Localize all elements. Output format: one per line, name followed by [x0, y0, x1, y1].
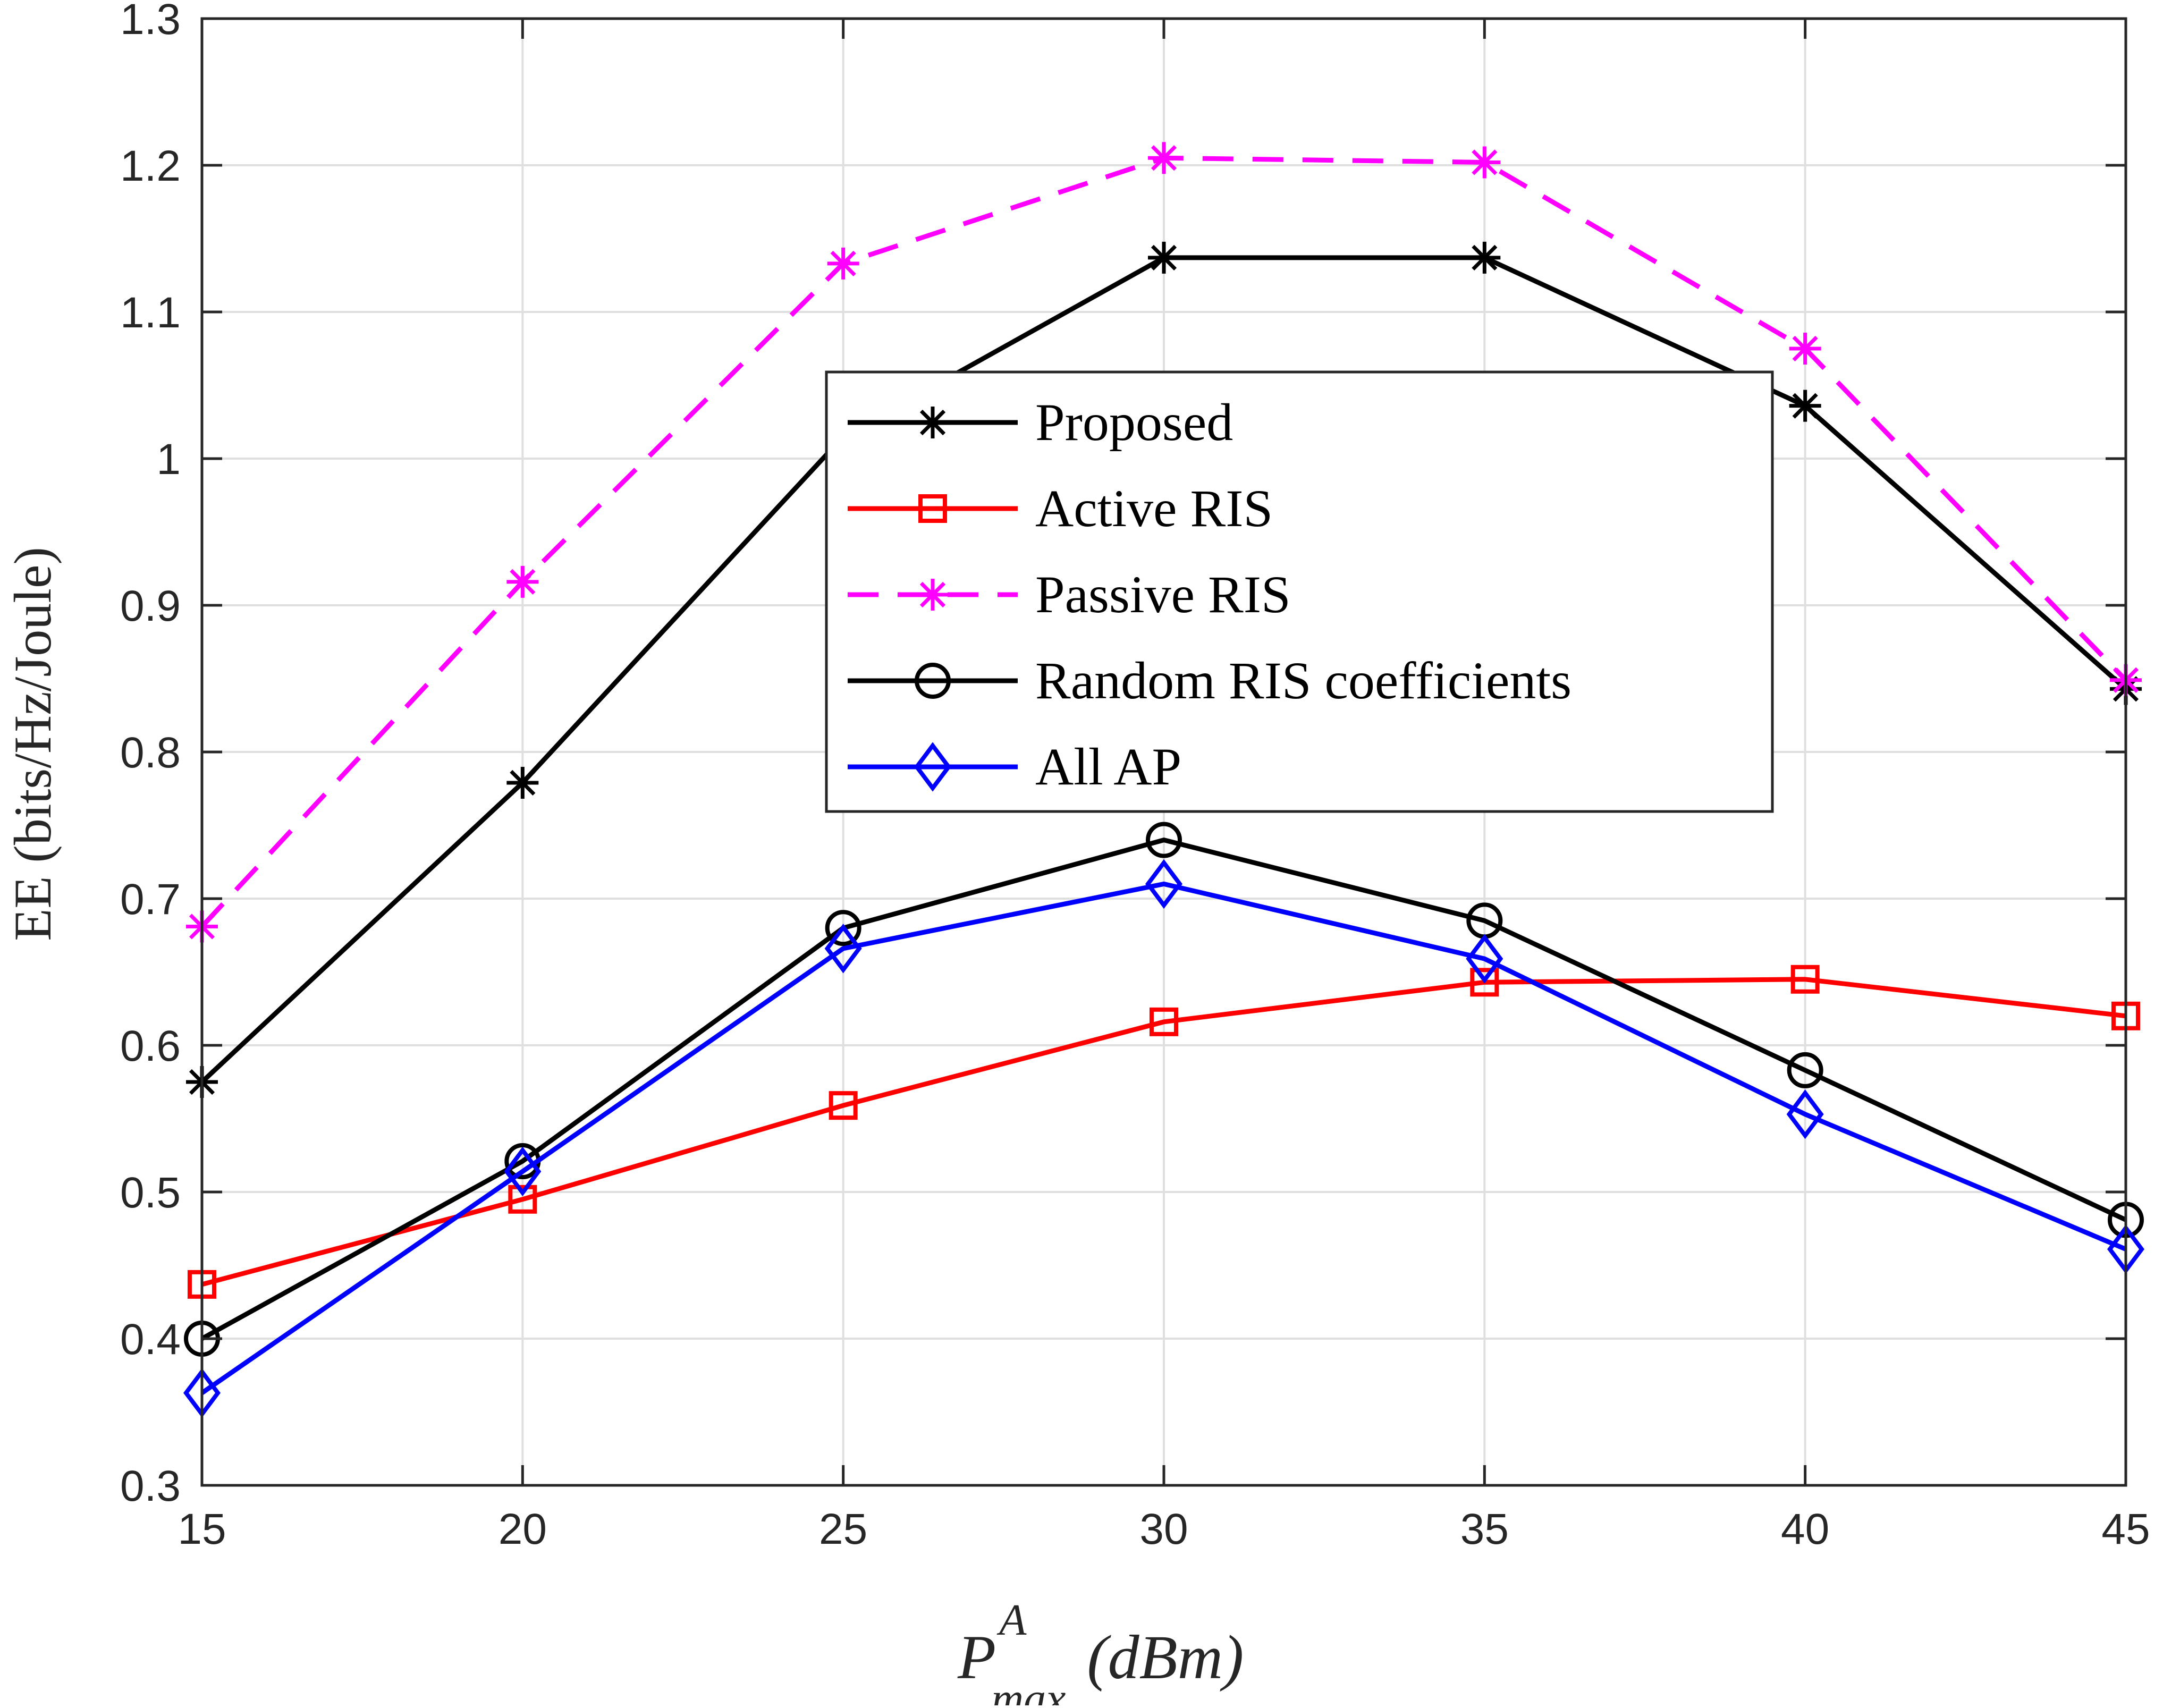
series-line [201, 977, 2126, 1287]
data-point [1466, 934, 1503, 984]
legend-entry: Proposed [848, 393, 1233, 452]
data-point [1150, 1007, 1178, 1036]
legend-marker [918, 494, 947, 523]
y-tick-label: 1.1 [120, 289, 181, 337]
legend-label: Active RIS [1035, 479, 1273, 538]
y-tick-label: 0.4 [120, 1315, 181, 1364]
legend-label: All AP [1035, 737, 1181, 796]
legend-marker [917, 407, 949, 438]
x-tick-label: 45 [2101, 1505, 2150, 1553]
legend-marker [915, 663, 951, 699]
x-tick-label: 25 [819, 1505, 867, 1553]
y-tick-label: 0.6 [120, 1022, 181, 1070]
series-all-ap [183, 859, 2144, 1418]
data-point [1148, 241, 1180, 274]
y-tick-label: 0.3 [120, 1462, 181, 1510]
data-point [824, 924, 862, 974]
data-point [506, 565, 539, 598]
data-point [1468, 241, 1501, 274]
legend-label: Proposed [1035, 393, 1233, 452]
series-line [200, 881, 2127, 1395]
data-point [1470, 968, 1499, 997]
legend-box [825, 370, 1774, 813]
data-point [1148, 142, 1180, 174]
legend-entry: Active RIS [848, 479, 1273, 538]
y-axis-label: EE (bits/Hz/Joule) [3, 547, 62, 941]
y-tick-label: 1.3 [120, 0, 181, 44]
data-point [1786, 1089, 1824, 1139]
y-tick-label: 1 [156, 435, 181, 484]
legend-entry: Random RIS coefficients [848, 651, 1571, 710]
x-axis-label-unit: (dBm) [1087, 1622, 1244, 1692]
x-tick-label: 15 [178, 1505, 226, 1553]
series-line [200, 838, 2127, 1341]
data-point [1468, 146, 1501, 179]
y-tick-label: 0.5 [120, 1169, 181, 1217]
legend-label: Passive RIS [1035, 565, 1291, 624]
legend-label: Random RIS coefficients [1035, 651, 1571, 710]
data-point [1787, 1052, 1823, 1088]
data-point [825, 910, 861, 946]
data-point [1790, 965, 1820, 994]
x-axis-label: PA max (dBm) [957, 1595, 1244, 1705]
x-axis-label-subscript: max [991, 1674, 1066, 1705]
data-point [829, 1091, 858, 1120]
x-tick-label: 20 [498, 1505, 547, 1553]
y-tick-label: 0.8 [120, 729, 181, 777]
x-axis-label-superscript: A [996, 1595, 1027, 1645]
data-point [1789, 333, 1821, 365]
legend-marker [917, 579, 949, 611]
x-tick-label: 40 [1781, 1505, 1829, 1553]
x-tick-label: 35 [1460, 1505, 1509, 1553]
y-tick-label: 0.9 [120, 582, 181, 630]
data-point [504, 1146, 542, 1197]
legend-entry: All AP [848, 737, 1181, 796]
y-tick-label: 1.2 [120, 142, 181, 190]
data-point [827, 247, 859, 280]
legend: Proposed Active RIS Passive RIS Random RIS … [825, 370, 1774, 813]
data-point [508, 1185, 537, 1214]
legend-marker [914, 742, 951, 792]
data-point [506, 766, 539, 799]
data-point [1145, 859, 1182, 909]
data-point [1146, 822, 1182, 858]
data-point [1789, 390, 1821, 422]
x-axis-label-symbol: P [957, 1622, 996, 1692]
x-tick-label: 30 [1139, 1505, 1188, 1553]
y-tick-label: 0.7 [120, 875, 181, 924]
legend-entry: Passive RIS [848, 565, 1291, 624]
axis-ticks: 15 20 25 30 35 40 45 0.3 0.4 0.5 0.6 0.7 0.8 0.9 1 1.1 1… [120, 0, 2150, 1553]
